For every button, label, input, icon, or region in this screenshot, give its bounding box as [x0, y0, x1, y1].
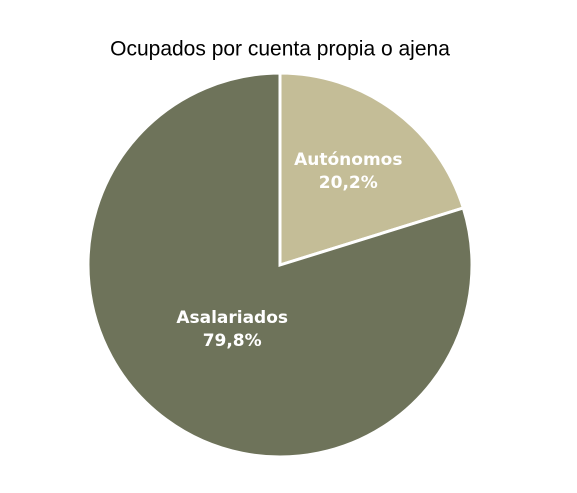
slice-label: Autónomos — [294, 150, 402, 170]
slice-value-label: 79,8% — [203, 331, 262, 351]
slice-value-label: 20,2% — [319, 173, 378, 193]
chart-title: Ocupados por cuenta propia o ajena — [110, 38, 450, 61]
pie-slice — [86, 71, 474, 459]
pie-slice — [278, 71, 466, 268]
slice-label: Asalariados — [176, 308, 288, 328]
